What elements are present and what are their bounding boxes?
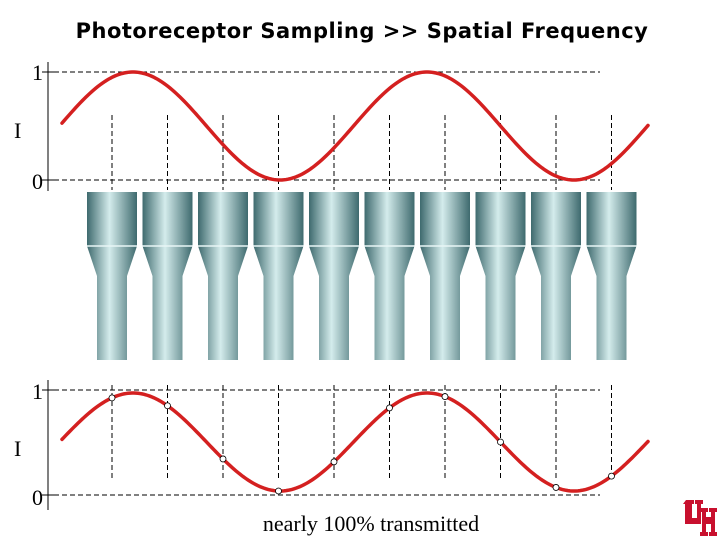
sample-point xyxy=(608,472,615,480)
top-sine-wave xyxy=(60,70,650,182)
sample-point xyxy=(441,393,449,400)
photoreceptor-cell xyxy=(586,192,637,360)
caption: nearly 100% transmitted xyxy=(263,511,479,536)
top-plot: 1 I 0 xyxy=(14,60,650,194)
photoreceptor-cell xyxy=(531,192,581,360)
photoreceptor-row xyxy=(87,192,637,360)
photoreceptor-cell xyxy=(475,192,526,360)
sample-point xyxy=(164,402,171,410)
sample-point xyxy=(497,438,504,446)
photoreceptor-cell xyxy=(142,192,193,360)
uh-logo xyxy=(683,500,717,536)
top-ytick-low: 0 xyxy=(32,169,43,194)
page-title: Photoreceptor Sampling >> Spatial Freque… xyxy=(76,19,649,43)
sample-point xyxy=(108,394,116,402)
photoreceptor-cell xyxy=(364,192,415,360)
top-sample-guides xyxy=(111,115,612,190)
sample-points xyxy=(108,393,615,495)
photoreceptor-cell xyxy=(309,192,359,360)
bottom-ylabel: I xyxy=(14,436,21,461)
bottom-ytick-low: 0 xyxy=(32,485,43,510)
photoreceptor-cell xyxy=(87,192,137,360)
bottom-ytick-high: 1 xyxy=(32,379,43,404)
top-ytick-high: 1 xyxy=(32,60,43,85)
sample-point xyxy=(386,404,393,412)
photoreceptor-cell xyxy=(420,192,470,360)
photoreceptor-cell xyxy=(253,192,304,360)
sample-point xyxy=(219,455,227,463)
bottom-plot: 1 I 0 xyxy=(14,379,650,510)
sample-point xyxy=(275,487,282,495)
photoreceptor-cell xyxy=(198,192,248,360)
sample-point xyxy=(330,458,338,466)
bottom-sine-wave xyxy=(60,391,650,493)
top-ylabel: I xyxy=(14,118,21,143)
sample-point xyxy=(552,484,560,491)
